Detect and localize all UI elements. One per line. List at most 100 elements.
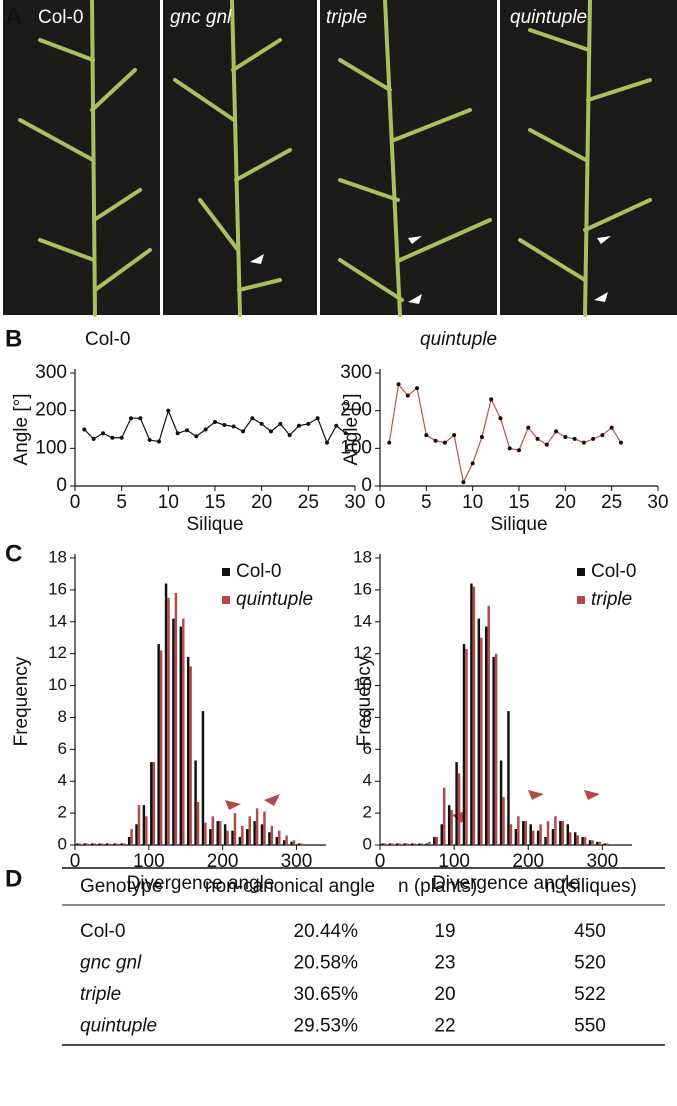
bar [150, 762, 153, 845]
bar [517, 816, 520, 845]
x-tick-label: 0 [375, 492, 386, 513]
bar [410, 843, 414, 845]
bar [189, 666, 192, 845]
point [442, 440, 447, 445]
bar [440, 824, 443, 845]
point [213, 419, 217, 424]
table-cell: 20.44% [294, 921, 359, 942]
table-cell: 450 [574, 921, 606, 942]
bar [398, 843, 401, 845]
x-tick-label: 300 [281, 851, 313, 872]
point [387, 440, 392, 445]
bar [174, 593, 178, 845]
point [297, 423, 301, 428]
bar [383, 843, 387, 845]
y-tick-label: 10 [353, 675, 372, 694]
point [424, 433, 429, 438]
bar [292, 840, 296, 845]
bar [145, 816, 148, 845]
photo-label: quintuple [510, 7, 587, 28]
bar [396, 843, 399, 845]
y-tick-label: 2 [58, 803, 67, 822]
table-cell: 550 [574, 1016, 606, 1037]
y-tick-label: 14 [353, 611, 372, 630]
panel-letter: D [5, 865, 22, 892]
bar [551, 829, 555, 845]
bar [238, 837, 242, 845]
bar [211, 816, 215, 845]
table-cell: Col-0 [80, 921, 125, 942]
y-tick-label: 2 [363, 803, 372, 822]
point [241, 429, 245, 434]
bar [127, 837, 131, 845]
point [306, 421, 311, 426]
bar [137, 805, 141, 845]
point [157, 439, 161, 444]
x-tick-label: 0 [375, 851, 386, 872]
bar [381, 843, 384, 845]
chart-title: Col-0 [85, 329, 130, 350]
point [396, 382, 401, 387]
bar [388, 843, 392, 845]
legend-swatch [577, 568, 585, 576]
x-tick-label: 0 [70, 492, 81, 513]
y-tick-label: 16 [48, 579, 67, 598]
x-tick-label: 15 [508, 492, 529, 513]
point [600, 433, 605, 438]
table-header: non-canonical angle [205, 876, 375, 897]
point [315, 416, 320, 421]
bar [179, 626, 183, 845]
point [535, 436, 540, 441]
bar [509, 824, 513, 845]
table-header: n (siliques) [545, 876, 637, 897]
point [175, 431, 180, 436]
bar [275, 837, 279, 845]
point [415, 386, 420, 391]
y-tick-label: 200 [35, 400, 67, 421]
legend-label: Col-0 [591, 561, 636, 582]
bar [573, 832, 577, 845]
bar [455, 762, 458, 845]
bar [524, 821, 527, 845]
point [470, 461, 475, 466]
bar [465, 648, 468, 845]
bar [581, 837, 584, 845]
bar [194, 760, 197, 845]
bar [514, 829, 518, 845]
bar [531, 830, 535, 845]
point [479, 435, 484, 440]
point [194, 434, 199, 439]
bar [98, 843, 101, 845]
table-cell: 30.65% [294, 984, 359, 1005]
bar [566, 824, 569, 845]
y-tick-label: 8 [363, 707, 372, 726]
bar [186, 656, 190, 845]
table-header: n (plants) [398, 876, 477, 897]
bar [588, 840, 592, 845]
point [563, 435, 568, 440]
y-tick-label: 12 [353, 643, 372, 662]
bar [576, 835, 579, 845]
bar [546, 821, 550, 845]
bar [544, 837, 547, 845]
bar [435, 837, 439, 845]
point [278, 421, 283, 426]
point [259, 421, 264, 426]
bar [255, 808, 259, 845]
x-tick-label: 100 [438, 851, 470, 872]
bar [241, 825, 244, 845]
table-cell: 522 [574, 984, 606, 1005]
bar [285, 835, 288, 845]
bar [246, 829, 249, 845]
panel-letter: B [5, 325, 22, 352]
y-tick-label: 6 [363, 739, 372, 758]
bar [93, 843, 96, 845]
x-tick-label: 30 [647, 492, 668, 513]
y-tick-label: 4 [58, 771, 67, 790]
bar [485, 626, 488, 845]
bar [172, 618, 175, 845]
legend-swatch [222, 596, 230, 604]
point [498, 416, 503, 421]
table-cell: 23 [434, 953, 455, 974]
